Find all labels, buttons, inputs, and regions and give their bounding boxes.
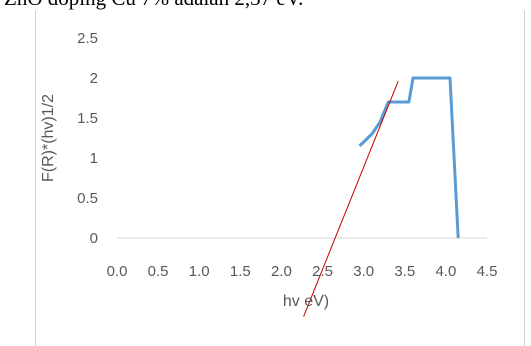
data-series-line — [358, 76, 460, 239]
x-tick-label: 4.0 — [435, 263, 456, 280]
y-axis-ticks: 0 0.5 1 1.5 2 2.5 — [77, 30, 98, 247]
document-text-line: ZnO doping Cu 7% adalah 2,37 eV. — [4, 0, 303, 11]
fit-line-group — [303, 81, 399, 317]
x-tick-label: 1.0 — [189, 263, 210, 280]
x-axis-ticks: 0.0 0.5 1.0 1.5 2.0 2.5 3.0 3.5 4.0 4.5 — [107, 263, 498, 280]
tangent-fit-line — [303, 81, 399, 317]
chart-frame — [35, 10, 525, 346]
y-tick-label: 1.5 — [77, 110, 98, 127]
x-tick-label: 0.5 — [148, 263, 169, 280]
chart-svg: 0 0.5 1 1.5 2 2.5 0.0 0.5 1.0 1.5 2.0 2.5 3.0 3.5 4.0… — [40, 30, 498, 317]
series-group — [358, 76, 460, 239]
x-tick-label: 3.5 — [394, 263, 415, 280]
y-axis-title: F(R)*(hv)1/2 — [40, 94, 57, 182]
y-tick-label: 0 — [90, 230, 98, 247]
x-tick-label: 2.0 — [271, 263, 292, 280]
x-tick-label: 0.0 — [107, 263, 128, 280]
y-tick-label: 0.5 — [77, 190, 98, 207]
y-tick-label: 2 — [90, 70, 98, 87]
y-tick-label: 2.5 — [77, 30, 98, 47]
x-tick-label: 2.5 — [312, 263, 333, 280]
x-tick-label: 4.5 — [477, 263, 498, 280]
x-axis-title: hv eV) — [283, 293, 329, 310]
x-tick-label: 1.5 — [230, 263, 251, 280]
x-tick-label: 3.0 — [353, 263, 374, 280]
y-tick-label: 1 — [90, 150, 98, 167]
